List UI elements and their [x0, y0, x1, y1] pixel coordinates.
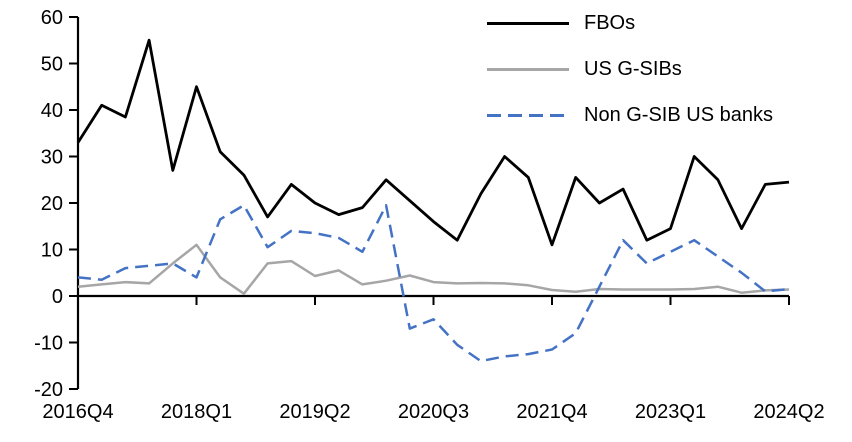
x-tick-label: 2021Q4	[516, 401, 587, 423]
y-tick-label: 0	[52, 286, 63, 308]
y-tick-label: -20	[34, 379, 63, 401]
y-tick-label: 50	[41, 54, 63, 76]
x-tick-label: 2024Q2	[753, 401, 824, 423]
y-tick-label: 60	[41, 7, 63, 29]
x-tick-label: 2019Q2	[279, 401, 350, 423]
non-gsib-line-swatch	[487, 113, 569, 117]
y-axis: 60 50 40 30 20 10 0 -10 -20	[34, 7, 80, 401]
y-tick-label: 30	[41, 147, 63, 169]
series-line-us-g-sibs	[77, 243, 790, 295]
legend-item-fbos: FBOs	[487, 8, 773, 38]
y-tick-label: 40	[41, 100, 63, 122]
x-tick-label: 2020Q3	[398, 401, 469, 423]
x-tick-label: 2018Q1	[161, 401, 232, 423]
legend-label-non-gsib: Non G-SIB US banks	[584, 103, 773, 126]
y-tick-label: 10	[41, 240, 63, 262]
y-tick-label: 20	[41, 193, 63, 215]
fbos-line-swatch	[487, 21, 569, 25]
legend-item-us-gsibs: US G-SIBs	[487, 54, 773, 84]
y-tick-label: -10	[34, 333, 63, 355]
x-axis: 2016Q4 2018Q1 2019Q2 2020Q3 2021Q4 2023Q1 2024…	[42, 294, 825, 423]
x-tick-label: 2016Q4	[42, 401, 113, 423]
series-lines	[76, 38, 790, 363]
chart-legend: FBOs US G-SIBs Non G-SIB US banks	[487, 8, 773, 130]
legend-label-fbos: FBOs	[584, 11, 636, 34]
us-gsibs-line-swatch	[487, 67, 569, 71]
series-line-non-g-sib-us-banks	[77, 204, 790, 363]
legend-item-non-gsib: Non G-SIB US banks	[487, 100, 773, 130]
legend-label-us-gsibs: US G-SIBs	[584, 57, 682, 80]
x-tick-label: 2023Q1	[635, 401, 706, 423]
series-line-fbos	[76, 38, 790, 247]
